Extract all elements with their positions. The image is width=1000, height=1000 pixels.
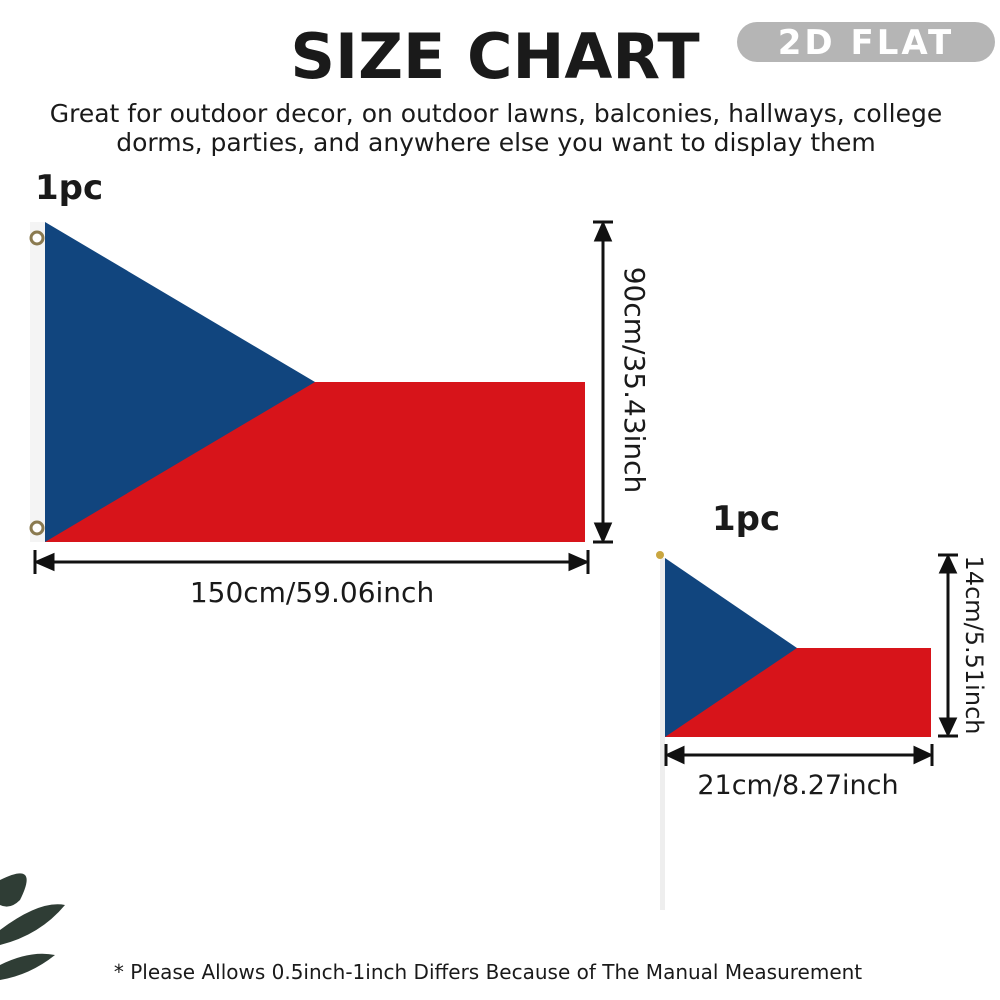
width-label: 150cm/59.06inch [190, 576, 434, 609]
quantity: 1pc [712, 499, 780, 539]
leaf-decoration [0, 873, 65, 980]
small-flag [656, 551, 931, 910]
dimension-arrow [33, 220, 613, 574]
height-label: 90cm/35.43inch [618, 267, 651, 494]
badge-bg [737, 22, 995, 62]
width-label: 21cm/8.27inch [697, 770, 898, 801]
title: SIZE CHART [290, 20, 699, 93]
footer-note: * Please Allows 0.5inch-1inch Differs Be… [114, 960, 862, 984]
height-label: 14cm/5.51inch [960, 556, 988, 735]
quantity: 1pc [35, 168, 103, 208]
badge: 2D FLAT [778, 23, 954, 63]
description-line: Great for outdoor decor, on outdoor lawn… [50, 99, 943, 128]
dimension-arrow [664, 553, 958, 766]
description-line: dorms, parties, and anywhere else you wa… [116, 128, 876, 157]
large-flag [29, 222, 585, 542]
